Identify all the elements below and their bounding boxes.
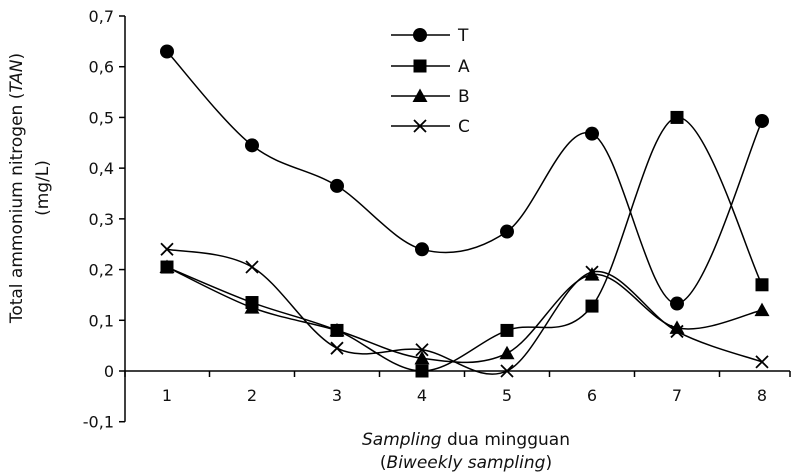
data-point-T <box>670 296 684 311</box>
x-tick-label: 3 <box>332 386 342 405</box>
y-axis-title-prefix: Total ammonium nitrogen ( <box>7 93 27 325</box>
x-axis-title-italic: Sampling <box>362 430 442 450</box>
legend-marker-C <box>413 119 427 133</box>
data-point-T <box>755 113 769 128</box>
x-tick-label: 1 <box>162 386 172 405</box>
data-point-T <box>415 242 429 257</box>
data-point-A <box>500 323 514 337</box>
x-axis-title-open: ( <box>380 453 387 473</box>
series-T <box>160 44 769 311</box>
data-point-A <box>670 110 684 124</box>
legend-label-C: C <box>458 117 470 137</box>
data-point-B <box>754 302 770 317</box>
data-point-T <box>160 44 174 59</box>
y-tick-label: 0,6 <box>89 58 114 77</box>
data-point-B <box>244 300 260 314</box>
x-tick-label: 5 <box>502 386 512 405</box>
data-point-B <box>669 320 685 334</box>
y-axis-title-italic: TAN <box>7 59 27 92</box>
y-tick-label: 0,2 <box>89 261 114 280</box>
y-axis-title-suffix: ) <box>7 53 27 60</box>
y-tick-label: 0 <box>104 362 114 381</box>
data-point-T <box>500 224 514 239</box>
x-axis: 1 2 3 4 5 6 7 8 <box>124 370 791 405</box>
data-point-C <box>670 324 684 339</box>
data-point-C <box>330 341 344 355</box>
x-tick-label: 4 <box>417 386 427 405</box>
legend-marker-A <box>413 59 427 73</box>
legend-marker-B <box>412 88 428 102</box>
legend-item-A: A <box>391 57 470 77</box>
data-point-C <box>585 265 599 279</box>
data-point-A <box>585 299 599 313</box>
legend-item-B: B <box>391 87 470 107</box>
data-point-B <box>584 267 600 281</box>
data-point-C <box>500 364 514 378</box>
x-tick-label: 2 <box>247 386 257 405</box>
data-point-A <box>415 364 429 378</box>
y-tick-label: 0,5 <box>89 108 114 127</box>
y-tick-label: 0,7 <box>89 7 114 26</box>
x-axis-title-line2: (Biweekly sampling) <box>380 453 552 473</box>
y-tick-label: -0,1 <box>83 413 114 432</box>
data-point-C <box>160 242 174 256</box>
x-axis-title-italic2: Biweekly sampling <box>387 453 546 473</box>
x-axis-title-close: ) <box>545 453 552 473</box>
data-point-T <box>245 138 259 153</box>
x-tick-label: 6 <box>587 386 597 405</box>
x-axis-title-line1: Sampling dua mingguan <box>362 430 570 450</box>
legend-item-T: T <box>391 26 469 46</box>
y-axis-title: Total ammonium nitrogen (TAN) <box>7 53 27 324</box>
legend-label-B: B <box>458 87 470 107</box>
series-line-C <box>166 248 763 375</box>
legend-label-T: T <box>457 26 469 46</box>
data-point-B <box>499 345 515 360</box>
series-layer <box>159 44 770 378</box>
data-point-B <box>414 350 430 365</box>
legend-label-A: A <box>458 57 470 77</box>
data-point-T <box>330 178 344 193</box>
data-point-B <box>329 322 345 337</box>
y-axis: -0,1 0 0,1 0,2 0,3 0,4 0,5 0,6 0,7 <box>83 7 126 432</box>
data-point-T <box>585 126 599 141</box>
legend-item-C: C <box>391 117 470 137</box>
y-tick-label: 0,4 <box>89 159 114 178</box>
data-point-C <box>415 343 429 357</box>
x-tick-label: 7 <box>672 386 682 405</box>
data-point-A <box>755 278 769 292</box>
series-C <box>160 242 769 378</box>
series-line-B <box>166 266 763 364</box>
data-point-C <box>755 355 769 369</box>
series-B <box>159 259 770 365</box>
data-point-C <box>245 260 259 274</box>
y-axis-unit: (mg/L) <box>33 160 53 216</box>
x-axis-title-rest: dua mingguan <box>442 430 570 450</box>
y-tick-label: 0,3 <box>89 210 114 229</box>
x-tick-label: 8 <box>757 386 767 405</box>
legend-marker-T <box>413 28 427 42</box>
y-tick-label: 0,1 <box>89 311 114 330</box>
data-point-B <box>159 259 175 274</box>
